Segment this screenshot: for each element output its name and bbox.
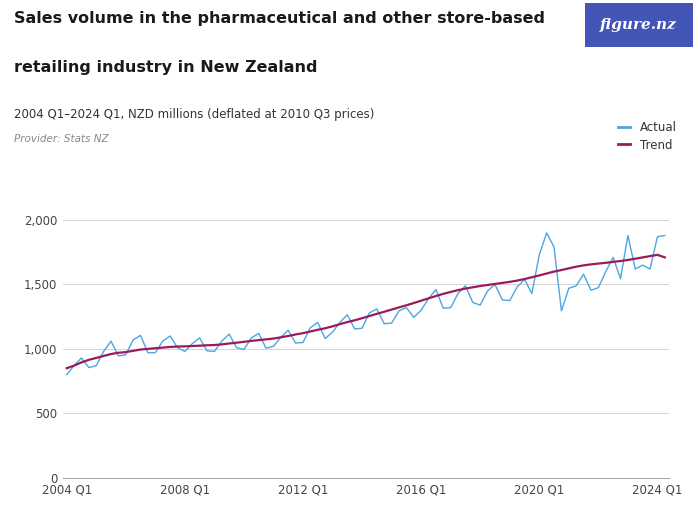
Text: 2004 Q1–2024 Q1, NZD millions (deflated at 2010 Q3 prices): 2004 Q1–2024 Q1, NZD millions (deflated … (14, 108, 374, 121)
Text: Sales volume in the pharmaceutical and other store-based: Sales volume in the pharmaceutical and o… (14, 10, 545, 26)
Text: Provider: Stats NZ: Provider: Stats NZ (14, 134, 108, 144)
Legend: Actual, Trend: Actual, Trend (618, 121, 677, 152)
Text: figure.nz: figure.nz (601, 18, 677, 32)
Text: retailing industry in New Zealand: retailing industry in New Zealand (14, 60, 318, 76)
